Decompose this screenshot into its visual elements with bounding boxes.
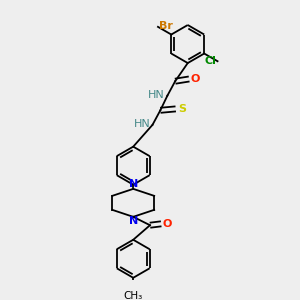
Text: N: N bbox=[129, 179, 138, 189]
Text: S: S bbox=[178, 104, 186, 114]
Text: Cl: Cl bbox=[204, 56, 216, 66]
Text: N: N bbox=[129, 216, 138, 226]
Text: HN: HN bbox=[148, 90, 165, 100]
Text: O: O bbox=[190, 74, 200, 84]
Text: O: O bbox=[163, 219, 172, 229]
Text: HN: HN bbox=[134, 119, 150, 129]
Text: CH₃: CH₃ bbox=[124, 291, 143, 300]
Text: Br: Br bbox=[159, 21, 173, 31]
